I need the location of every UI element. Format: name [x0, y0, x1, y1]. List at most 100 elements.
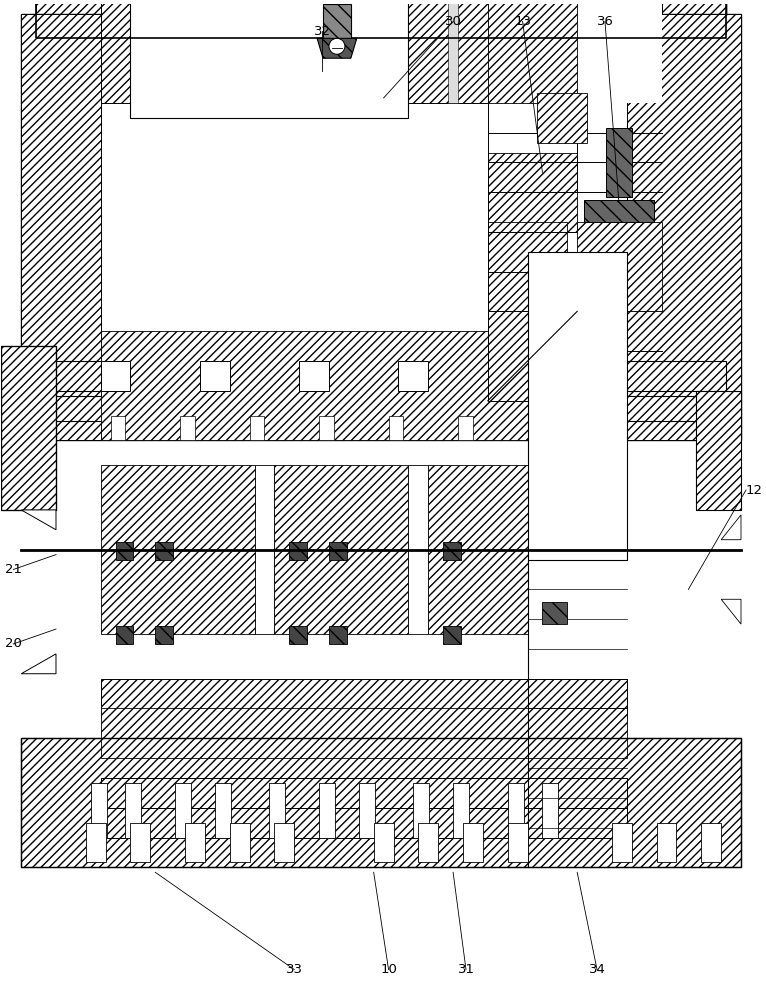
Bar [606, 128, 632, 197]
Bar [100, 0, 488, 103]
Bar [428, 465, 528, 550]
Bar [110, 416, 126, 440]
Bar [126, 783, 142, 838]
Text: 10: 10 [380, 963, 397, 976]
Bar [488, 0, 578, 103]
Bar [36, 0, 726, 38]
Bar [230, 823, 250, 862]
Bar [130, 0, 408, 118]
Bar [696, 391, 741, 510]
Bar [448, 0, 458, 103]
Bar [180, 416, 195, 440]
Bar [319, 416, 334, 440]
Bar [408, 465, 428, 550]
Bar [100, 361, 130, 391]
Bar [274, 823, 294, 862]
Bar [36, 0, 726, 103]
Bar [175, 783, 191, 838]
Bar [329, 626, 347, 644]
Bar [185, 823, 205, 862]
Bar [100, 550, 254, 634]
Bar [542, 783, 558, 838]
Text: 31: 31 [457, 963, 474, 976]
Bar [130, 823, 150, 862]
Bar [224, 0, 234, 103]
Bar [627, 14, 741, 440]
Text: 13: 13 [514, 15, 531, 28]
Bar [86, 823, 106, 862]
Polygon shape [488, 311, 578, 401]
Bar [100, 331, 627, 440]
Bar [21, 14, 741, 440]
Bar [200, 361, 230, 391]
Bar [388, 416, 404, 440]
Bar [116, 542, 133, 560]
Text: 32: 32 [313, 25, 331, 38]
Text: 20: 20 [5, 637, 21, 650]
Bar [254, 550, 274, 634]
Bar [329, 542, 347, 560]
Bar [488, 222, 568, 311]
Bar [250, 416, 264, 440]
Text: 21: 21 [5, 563, 21, 576]
Bar [488, 153, 578, 232]
Bar [100, 0, 662, 103]
Bar [2, 346, 56, 510]
Polygon shape [721, 599, 741, 624]
Bar [116, 626, 133, 644]
Circle shape [329, 38, 345, 54]
Bar [463, 823, 483, 862]
Bar [612, 823, 632, 862]
Bar [696, 391, 741, 510]
Bar [300, 361, 329, 391]
Bar [140, 0, 150, 103]
Bar [528, 252, 627, 560]
Bar [100, 708, 627, 758]
Bar [274, 465, 408, 550]
Bar [290, 542, 307, 560]
Text: 30: 30 [444, 15, 462, 28]
Bar [662, 0, 726, 103]
Bar [414, 783, 429, 838]
Bar [508, 823, 528, 862]
Text: 36: 36 [597, 15, 614, 28]
Bar [254, 465, 274, 550]
Bar [274, 550, 408, 634]
Bar [36, 396, 726, 421]
Bar [100, 808, 627, 838]
Bar [21, 14, 100, 440]
Bar [656, 823, 676, 862]
Bar [578, 222, 662, 311]
Text: 34: 34 [588, 963, 605, 976]
Bar [290, 626, 307, 644]
Bar [408, 550, 428, 634]
Bar [100, 679, 627, 718]
Bar [214, 783, 231, 838]
Bar [358, 783, 375, 838]
Bar [36, 361, 726, 391]
Bar [323, 4, 351, 48]
Bar [528, 416, 542, 440]
Text: 12: 12 [746, 484, 763, 497]
Bar [21, 738, 741, 867]
Bar [100, 778, 627, 808]
Bar [542, 602, 568, 624]
Bar [21, 738, 741, 867]
Bar [444, 542, 461, 560]
Bar [155, 626, 173, 644]
Polygon shape [21, 510, 56, 530]
Bar [155, 542, 173, 560]
Bar [508, 783, 524, 838]
Bar [538, 93, 587, 143]
Bar [319, 783, 335, 838]
Polygon shape [721, 515, 741, 540]
Bar [458, 416, 473, 440]
Bar [702, 823, 721, 862]
Bar [2, 346, 56, 510]
Bar [418, 823, 438, 862]
Bar [270, 783, 285, 838]
Polygon shape [317, 38, 357, 58]
Bar [398, 361, 428, 391]
Bar [453, 783, 469, 838]
Polygon shape [21, 654, 56, 674]
